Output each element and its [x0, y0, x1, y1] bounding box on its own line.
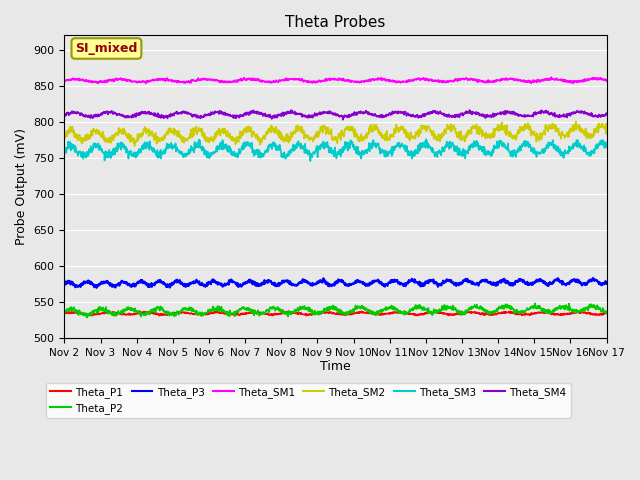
Theta_SM4 — [291, 110, 298, 116]
Theta_SM2 — [302, 132, 310, 137]
Theta_SM1 — [603, 78, 611, 84]
Theta_SM1 — [369, 77, 377, 83]
Theta_P3 — [589, 275, 596, 281]
Theta_SM2 — [603, 126, 611, 132]
Theta_SM4 — [61, 111, 68, 117]
Theta_P1 — [291, 311, 299, 316]
Theta_SM2 — [102, 135, 110, 141]
Line: Theta_P3: Theta_P3 — [65, 278, 607, 288]
Theta_SM3 — [307, 158, 314, 164]
Theta_P1 — [103, 310, 111, 316]
Line: Theta_P2: Theta_P2 — [65, 303, 607, 318]
Theta_P1 — [136, 308, 144, 314]
Theta_SM3 — [422, 136, 430, 142]
Theta_SM3 — [102, 152, 110, 157]
Theta_SM3 — [291, 146, 298, 152]
Theta_P2 — [291, 307, 299, 312]
Line: Theta_SM4: Theta_SM4 — [65, 110, 607, 120]
Theta_P1 — [303, 311, 310, 317]
Line: Theta_SM3: Theta_SM3 — [65, 139, 607, 161]
Theta_SM2 — [131, 143, 138, 149]
Theta_SM3 — [369, 137, 377, 143]
Theta_SM4 — [603, 111, 611, 117]
Theta_P1 — [603, 311, 611, 316]
Theta_P2 — [603, 309, 611, 315]
Theta_P3 — [369, 279, 377, 285]
Theta_P1 — [87, 313, 95, 319]
Theta_P2 — [312, 311, 319, 317]
Theta_P1 — [125, 312, 132, 318]
Theta_P1 — [61, 311, 68, 316]
Theta_SM2 — [125, 136, 132, 142]
Theta_SM3 — [125, 156, 132, 161]
Title: Theta Probes: Theta Probes — [285, 15, 386, 30]
Theta_P3 — [291, 282, 299, 288]
Theta_SM4 — [125, 114, 132, 120]
Theta_SM1 — [302, 79, 310, 84]
Theta_P3 — [603, 280, 611, 286]
Theta_SM1 — [547, 74, 555, 80]
X-axis label: Time: Time — [320, 360, 351, 373]
Theta_P1 — [312, 311, 320, 316]
Theta_SM3 — [61, 144, 68, 150]
Theta_SM1 — [291, 76, 299, 82]
Theta_SM4 — [312, 112, 319, 118]
Theta_SM1 — [61, 78, 68, 84]
Y-axis label: Probe Output (mV): Probe Output (mV) — [15, 128, 28, 245]
Theta_P3 — [302, 278, 310, 284]
Legend: Theta_P1, Theta_P2, Theta_P3, Theta_SM1, Theta_SM2, Theta_SM3, Theta_SM4: Theta_P1, Theta_P2, Theta_P3, Theta_SM1,… — [46, 383, 570, 418]
Theta_P3 — [312, 281, 319, 287]
Theta_SM4 — [339, 117, 347, 123]
Theta_P3 — [61, 283, 68, 288]
Line: Theta_P1: Theta_P1 — [65, 311, 607, 316]
Theta_SM1 — [102, 77, 110, 83]
Theta_SM2 — [61, 135, 68, 141]
Theta_SM4 — [466, 107, 474, 113]
Theta_P2 — [125, 305, 132, 311]
Theta_SM4 — [369, 112, 377, 118]
Theta_SM3 — [302, 146, 310, 152]
Theta_SM2 — [312, 135, 319, 141]
Theta_P2 — [103, 309, 111, 315]
Theta_SM2 — [369, 125, 377, 131]
Theta_P3 — [125, 281, 132, 287]
Theta_SM1 — [125, 77, 132, 83]
Theta_P2 — [531, 300, 539, 306]
Text: SI_mixed: SI_mixed — [76, 42, 138, 55]
Theta_P1 — [370, 311, 378, 317]
Theta_SM4 — [102, 108, 110, 114]
Theta_P2 — [61, 308, 68, 314]
Line: Theta_SM2: Theta_SM2 — [65, 121, 607, 146]
Theta_P2 — [369, 309, 377, 314]
Theta_SM3 — [312, 147, 319, 153]
Theta_P2 — [302, 306, 310, 312]
Theta_SM3 — [603, 142, 611, 147]
Theta_SM1 — [312, 79, 319, 85]
Theta_SM1 — [142, 81, 150, 86]
Theta_P2 — [83, 315, 91, 321]
Theta_SM2 — [291, 131, 299, 136]
Theta_P3 — [103, 280, 111, 286]
Theta_SM2 — [572, 119, 580, 124]
Theta_SM4 — [302, 114, 310, 120]
Theta_P3 — [92, 285, 100, 290]
Line: Theta_SM1: Theta_SM1 — [65, 77, 607, 84]
